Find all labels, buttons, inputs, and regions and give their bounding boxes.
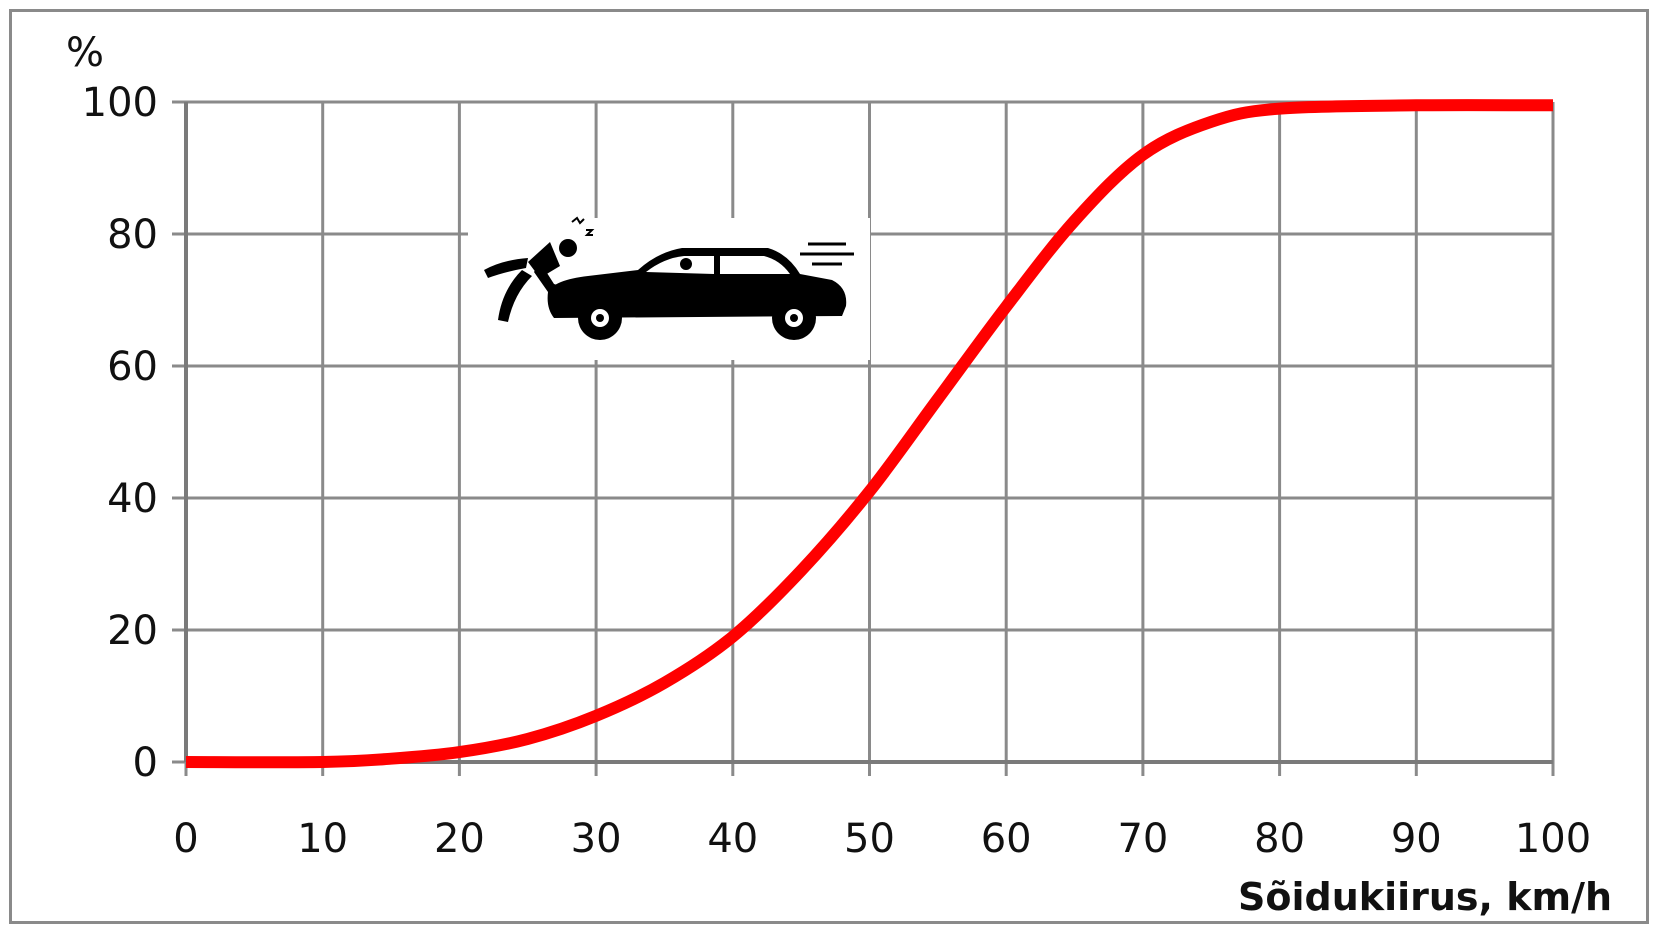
series-line bbox=[185, 99, 1554, 769]
x-tick-label: 70 bbox=[1117, 816, 1168, 862]
car-hitting-pedestrian-icon bbox=[468, 216, 870, 360]
x-tick-label: 30 bbox=[571, 816, 622, 862]
x-tick-label: 20 bbox=[434, 816, 485, 862]
x-tick-label: 40 bbox=[707, 816, 758, 862]
series-layer bbox=[185, 99, 1554, 769]
x-axis-title: Sõidukiirus, km/h bbox=[1238, 875, 1612, 919]
y-tick-label: 20 bbox=[107, 608, 158, 654]
y-tick-label: 0 bbox=[133, 740, 158, 786]
x-tick-label: 10 bbox=[297, 816, 348, 862]
y-axis-unit-label: % bbox=[66, 30, 104, 76]
chart-frame bbox=[9, 9, 1649, 924]
y-tick-labels: 0 20 40 60 80 100 bbox=[82, 80, 158, 786]
y-tick-label: 100 bbox=[82, 80, 158, 126]
y-tick-label: 80 bbox=[107, 212, 158, 258]
x-tick-label: 90 bbox=[1391, 816, 1442, 862]
x-tick-labels: 0 10 20 30 40 50 60 70 80 90 100 bbox=[173, 816, 1591, 862]
y-tick-label: 40 bbox=[107, 476, 158, 522]
x-tick-label: 50 bbox=[844, 816, 895, 862]
x-tick-label: 100 bbox=[1515, 816, 1591, 862]
x-tick-label: 60 bbox=[981, 816, 1032, 862]
x-tick-label: 80 bbox=[1254, 816, 1305, 862]
grid bbox=[172, 100, 1555, 776]
y-tick-label: 60 bbox=[107, 344, 158, 390]
x-tick-label: 0 bbox=[173, 816, 198, 862]
